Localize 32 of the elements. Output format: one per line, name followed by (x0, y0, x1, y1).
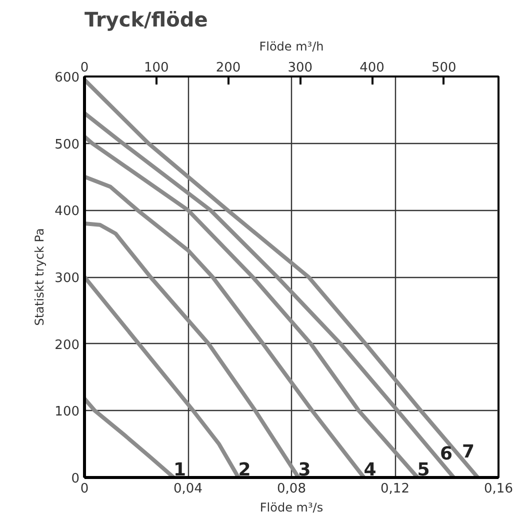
y-tick-label: 400 (54, 204, 80, 220)
y-tick-label: 0 (71, 472, 80, 486)
annotation: 1 (174, 460, 186, 480)
x-tick-label: 0,08 (277, 482, 306, 496)
y-tick-label: 500 (54, 137, 80, 152)
y-tick-label: 200 (54, 338, 80, 353)
annotation: 6 (440, 443, 453, 464)
chart-title: Tryck/flöde (84, 8, 208, 32)
x2-axis-title: Flöde m³/h (259, 40, 324, 54)
line-series (84, 134, 420, 478)
y-tick-label: 100 (54, 404, 80, 420)
annotation: 7 (462, 441, 475, 462)
x-tick-label: 0,04 (174, 482, 202, 496)
y-tick-label: 300 (54, 271, 80, 286)
annotation: 3 (298, 460, 311, 480)
x-tick-label: 0,12 (380, 482, 410, 496)
line-series (84, 222, 300, 478)
x-axis-title: Flöde m³/s (260, 500, 324, 514)
annotation: 5 (417, 460, 430, 480)
line-series (84, 396, 176, 478)
x2-tick-label: 200 (216, 60, 241, 76)
x2-tick-label: 300 (288, 60, 313, 76)
x2-tick-label: 100 (144, 60, 169, 76)
x2-tick-label: 500 (431, 60, 456, 76)
annotation: 4 (364, 460, 376, 480)
line-series (84, 174, 366, 478)
y-axis-title: Statiskt tryck Pa (32, 228, 47, 326)
x-tick-label: 0,16 (484, 482, 513, 496)
y-tick-label: 600 (54, 70, 80, 86)
annotation: 2 (238, 460, 251, 480)
line-series (84, 275, 240, 478)
x2-tick-label: 400 (360, 60, 384, 76)
